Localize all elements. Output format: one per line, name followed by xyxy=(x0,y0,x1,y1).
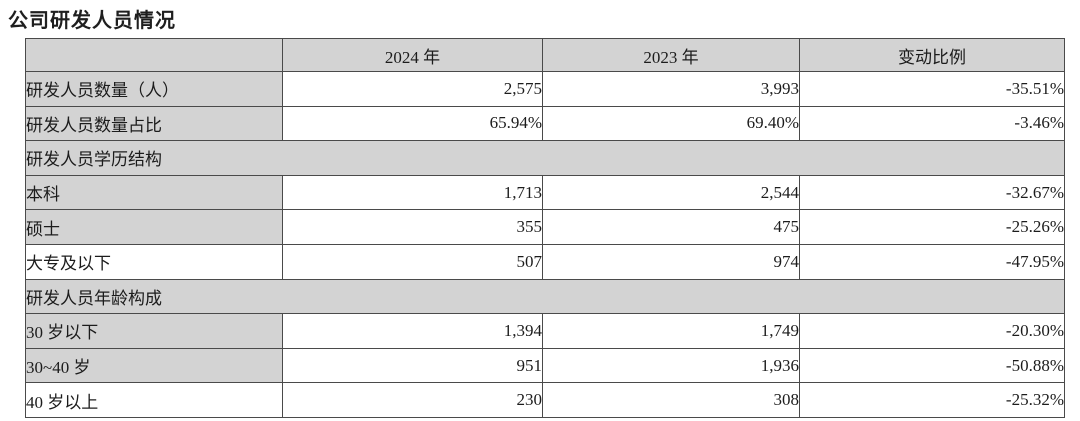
row-label-cell: 研发人员数量占比 xyxy=(25,105,283,142)
row-label-cell: 研发人员数量（人） xyxy=(25,71,283,107)
table-row: 30 岁以下 1,394 1,749 -20.30% xyxy=(25,313,1065,349)
table-row: 40 岁以上 230 308 -25.32% xyxy=(25,382,1065,418)
value-cell-2023: 3,993 xyxy=(542,71,800,107)
change-cell: -25.32% xyxy=(799,382,1065,418)
change-cell: -47.95% xyxy=(799,243,1065,280)
table-row: 研发人员数量占比 65.94% 69.40% -3.46% xyxy=(25,105,1065,142)
change-cell: -35.51% xyxy=(799,71,1065,107)
rd-personnel-table: 2024 年 2023 年 变动比例 研发人员数量（人） 2,575 3,993 -3… xyxy=(25,38,1065,418)
change-cell: -20.30% xyxy=(799,313,1065,349)
row-label-cell: 本科 xyxy=(25,174,283,211)
value-cell-2024: 951 xyxy=(282,347,543,384)
value-cell-2024: 355 xyxy=(282,209,543,245)
table-header: 2024 年 2023 年 变动比例 xyxy=(25,38,1065,72)
column-header-change: 变动比例 xyxy=(799,38,1065,72)
value-cell-2024: 230 xyxy=(282,382,543,418)
change-cell: -3.46% xyxy=(799,105,1065,142)
value-cell-2023: 1,936 xyxy=(542,347,800,384)
change-cell: -32.67% xyxy=(799,174,1065,211)
value-cell-2023: 308 xyxy=(542,382,800,418)
row-label-cell: 40 岁以上 xyxy=(25,382,283,418)
column-header-2024: 2024 年 xyxy=(282,38,543,72)
row-label-cell: 大专及以下 xyxy=(25,243,283,280)
value-cell-2023: 69.40% xyxy=(542,105,800,142)
value-cell-2023: 1,749 xyxy=(542,313,800,349)
value-cell-2023: 974 xyxy=(542,243,800,280)
table-row: 研发人员数量（人） 2,575 3,993 -35.51% xyxy=(25,71,1065,107)
section-header-cell: 研发人员年龄构成 xyxy=(25,278,1065,315)
value-cell-2024: 1,394 xyxy=(282,313,543,349)
table-row: 30~40 岁 951 1,936 -50.88% xyxy=(25,347,1065,384)
section-header-cell: 研发人员学历结构 xyxy=(25,140,1065,176)
value-cell-2024: 2,575 xyxy=(282,71,543,107)
change-cell: -25.26% xyxy=(799,209,1065,245)
table-row: 本科 1,713 2,544 -32.67% xyxy=(25,174,1065,211)
table-row: 大专及以下 507 974 -47.95% xyxy=(25,243,1065,280)
value-cell-2024: 507 xyxy=(282,243,543,280)
section-row: 研发人员年龄构成 xyxy=(25,278,1065,315)
table-body: 研发人员数量（人） 2,575 3,993 -35.51% 研发人员数量占比 65.94%… xyxy=(25,71,1065,418)
row-label-cell: 硕士 xyxy=(25,209,283,245)
value-cell-2023: 2,544 xyxy=(542,174,800,211)
row-label-cell: 30 岁以下 xyxy=(25,313,283,349)
column-header-2023: 2023 年 xyxy=(542,38,800,72)
section-row: 研发人员学历结构 xyxy=(25,140,1065,176)
table-row: 硕士 355 475 -25.26% xyxy=(25,209,1065,245)
page-title: 公司研发人员情况 xyxy=(8,10,176,32)
header-row: 2024 年 2023 年 变动比例 xyxy=(25,38,1065,72)
row-label-cell: 30~40 岁 xyxy=(25,347,283,384)
value-cell-2024: 65.94% xyxy=(282,105,543,142)
change-cell: -50.88% xyxy=(799,347,1065,384)
column-header-label xyxy=(25,38,283,72)
value-cell-2024: 1,713 xyxy=(282,174,543,211)
value-cell-2023: 475 xyxy=(542,209,800,245)
